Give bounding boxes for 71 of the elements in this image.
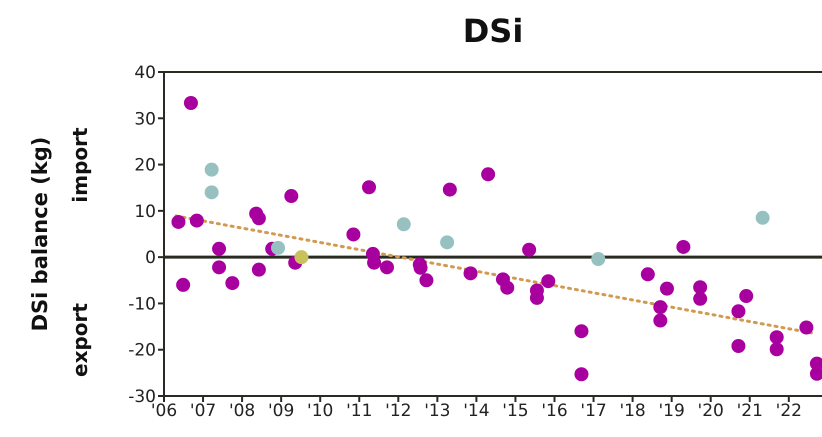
point	[522, 242, 536, 257]
point	[419, 273, 434, 288]
y-axis-title: DSi balance (kg)	[28, 136, 52, 332]
x-tick-label: '10	[307, 401, 334, 422]
point	[676, 240, 690, 254]
point	[770, 330, 784, 344]
point	[396, 217, 411, 232]
point	[770, 342, 784, 356]
point	[284, 189, 298, 204]
x-tick-label: '07	[190, 401, 216, 422]
point	[252, 211, 266, 226]
point	[653, 314, 668, 328]
point	[212, 260, 226, 274]
point	[731, 339, 746, 354]
x-tick-label: '12	[385, 401, 412, 422]
point	[204, 162, 219, 177]
x-tick-label: '20	[698, 401, 724, 422]
point	[464, 266, 478, 280]
point	[756, 210, 770, 225]
x-tick-label: '09	[268, 401, 294, 422]
point	[739, 289, 754, 304]
point	[541, 274, 556, 288]
point	[440, 235, 454, 250]
point	[252, 262, 266, 277]
point	[591, 252, 606, 266]
text: import	[68, 127, 92, 203]
point	[362, 180, 376, 194]
y-tick-label: 40	[134, 63, 156, 84]
y-tick-label: 30	[134, 109, 156, 130]
point	[660, 282, 674, 296]
y-tick-label: -10	[128, 294, 156, 314]
point	[346, 227, 360, 242]
x-tick-label: '08	[228, 401, 256, 422]
point	[693, 280, 708, 294]
y-tick-label: 0	[145, 248, 156, 268]
x-tick-label: '18	[619, 401, 646, 422]
point	[653, 300, 668, 314]
point	[271, 240, 286, 255]
point	[693, 292, 708, 306]
point	[212, 242, 226, 256]
point	[574, 367, 588, 382]
point	[204, 185, 219, 200]
point	[380, 260, 394, 274]
x-tick-label: '11	[346, 401, 372, 422]
point	[799, 320, 814, 334]
point	[294, 250, 308, 264]
y-tick-label: 10	[134, 202, 156, 222]
point	[731, 304, 746, 318]
point	[225, 276, 240, 290]
x-tick-label: '16	[541, 401, 568, 422]
point	[184, 96, 198, 110]
point	[190, 214, 204, 228]
y-tick-label: 20	[134, 156, 156, 176]
x-tick-label: '17	[580, 401, 607, 422]
chart-title: DSi	[462, 12, 524, 50]
x-tick-label: '13	[424, 401, 451, 422]
y-tick-label: -20	[128, 340, 156, 361]
point	[500, 280, 514, 295]
point	[574, 324, 588, 338]
point	[640, 267, 655, 282]
point	[367, 256, 382, 270]
point	[481, 167, 496, 182]
x-tick-label: '14	[463, 401, 490, 422]
point	[442, 182, 457, 197]
x-tick-label: '21	[736, 401, 763, 422]
point	[176, 278, 190, 292]
x-tick-label: '22	[776, 401, 802, 422]
x-tick-label: '15	[502, 401, 529, 422]
text: export	[68, 303, 92, 377]
point	[171, 214, 186, 229]
x-tick-label: '19	[658, 401, 685, 422]
